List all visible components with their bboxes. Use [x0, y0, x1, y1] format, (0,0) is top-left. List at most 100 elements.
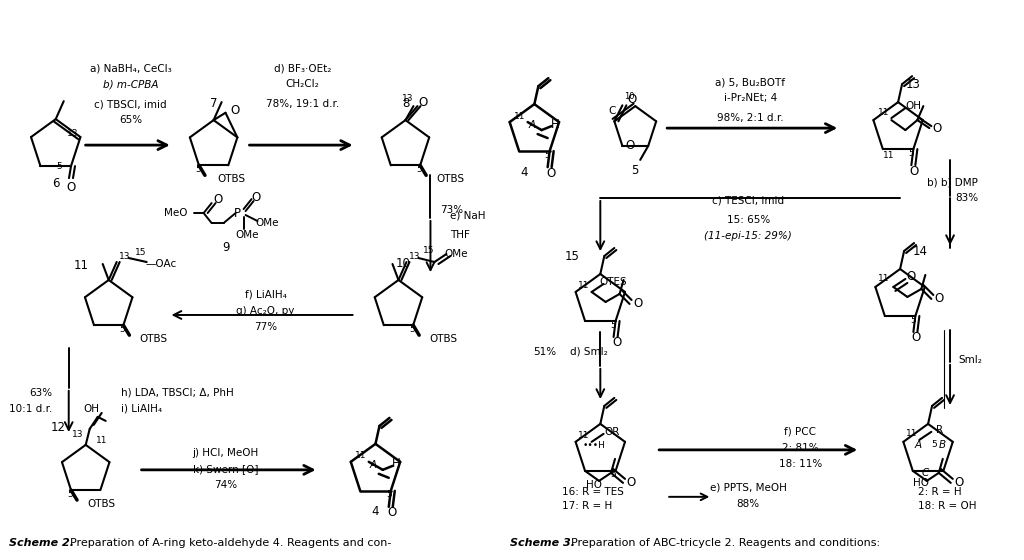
- Text: HO: HO: [913, 478, 930, 488]
- Text: 11: 11: [883, 151, 895, 160]
- Text: —OAc: —OAc: [145, 259, 176, 269]
- Text: f) LiAlH₄: f) LiAlH₄: [245, 290, 287, 300]
- Text: O: O: [251, 190, 260, 204]
- Text: 73%: 73%: [440, 205, 464, 215]
- Text: 5: 5: [610, 320, 616, 329]
- Text: 13: 13: [905, 78, 921, 91]
- Text: 83%: 83%: [955, 193, 978, 203]
- Text: 15: 15: [565, 250, 580, 263]
- Text: (11-epi-15: 29%): (11-epi-15: 29%): [705, 231, 793, 241]
- Text: O: O: [626, 139, 635, 152]
- Text: O: O: [906, 270, 916, 283]
- Text: 11: 11: [73, 259, 88, 272]
- Text: OMe: OMe: [444, 249, 468, 259]
- Text: 13: 13: [409, 251, 420, 260]
- Text: O: O: [213, 193, 222, 206]
- Text: 11: 11: [514, 111, 525, 120]
- Text: O: O: [387, 506, 396, 519]
- Text: 11: 11: [578, 282, 590, 291]
- Text: 11: 11: [355, 451, 367, 460]
- Text: Preparation of A-ring keto-aldehyde 4. Reagents and con-: Preparation of A-ring keto-aldehyde 4. R…: [62, 538, 391, 548]
- Text: 11: 11: [578, 431, 590, 440]
- Text: a) 5, Bu₂BOTf: a) 5, Bu₂BOTf: [715, 77, 785, 87]
- Text: h) LDA, TBSCl; Δ, PhH: h) LDA, TBSCl; Δ, PhH: [121, 388, 233, 398]
- Text: 13: 13: [72, 431, 84, 440]
- Text: O: O: [911, 332, 921, 344]
- Text: 7: 7: [210, 97, 217, 110]
- Text: 74%: 74%: [214, 480, 238, 490]
- Text: i-Pr₂NEt; 4: i-Pr₂NEt; 4: [724, 93, 777, 103]
- Text: f) PCC: f) PCC: [784, 427, 816, 437]
- Text: c) TESCl, imid: c) TESCl, imid: [712, 195, 784, 205]
- Text: R: R: [936, 425, 943, 435]
- Text: SmI₂: SmI₂: [958, 355, 982, 365]
- Text: 5: 5: [386, 491, 391, 500]
- Text: 5: 5: [910, 315, 916, 324]
- Text: 18: R = OH: 18: R = OH: [919, 501, 977, 511]
- Text: O: O: [935, 292, 944, 305]
- Text: OMe: OMe: [236, 230, 259, 240]
- Text: OTES: OTES: [600, 277, 628, 287]
- Text: P: P: [234, 207, 241, 220]
- Text: 18: 11%: 18: 11%: [778, 459, 822, 469]
- Text: O: O: [633, 297, 642, 310]
- Text: 5: 5: [545, 151, 551, 160]
- Text: b) m-CPBA: b) m-CPBA: [103, 79, 159, 89]
- Text: a) NaBH₄, CeCl₃: a) NaBH₄, CeCl₃: [90, 63, 172, 73]
- Text: O: O: [954, 477, 964, 489]
- Text: O: O: [612, 337, 622, 349]
- Text: 5: 5: [417, 165, 422, 174]
- Text: i) LiAlH₄: i) LiAlH₄: [121, 404, 162, 414]
- Text: O: O: [933, 122, 942, 134]
- Text: Scheme 2.: Scheme 2.: [9, 538, 74, 548]
- Text: 63%: 63%: [30, 388, 52, 398]
- Text: 16: R = TES: 16: R = TES: [562, 487, 625, 497]
- Text: j) HCl, MeOH: j) HCl, MeOH: [193, 448, 259, 458]
- Text: 5: 5: [68, 489, 73, 498]
- Text: 2: 81%: 2: 81%: [782, 443, 818, 453]
- Text: 5: 5: [56, 162, 61, 171]
- Text: 13: 13: [67, 129, 78, 138]
- Text: 5: 5: [196, 165, 201, 174]
- Text: 11: 11: [96, 436, 108, 445]
- Text: CH₂Cl₂: CH₂Cl₂: [286, 79, 319, 89]
- Text: OH: OH: [84, 404, 99, 414]
- Text: d) SmI₂: d) SmI₂: [570, 347, 608, 357]
- Text: 10: 10: [624, 92, 635, 101]
- Text: g) Ac₂O, py: g) Ac₂O, py: [237, 306, 295, 316]
- Text: OR: OR: [604, 427, 620, 437]
- Text: 10:1 d.r.: 10:1 d.r.: [9, 404, 52, 414]
- Text: H: H: [551, 118, 560, 130]
- Text: 11: 11: [878, 108, 889, 116]
- Text: OTBS: OTBS: [436, 174, 464, 184]
- Text: O: O: [909, 165, 919, 178]
- Text: O: O: [627, 477, 636, 489]
- Text: 15: 15: [423, 245, 434, 255]
- Text: Preparation of ABC-tricycle 2. Reagents and conditions:: Preparation of ABC-tricycle 2. Reagents …: [564, 538, 881, 548]
- Text: 11: 11: [905, 430, 918, 438]
- Text: b) b) DMP: b) b) DMP: [927, 177, 978, 187]
- Text: 4: 4: [372, 505, 379, 519]
- Text: e) NaH: e) NaH: [451, 210, 486, 220]
- Text: 5: 5: [931, 440, 937, 449]
- Text: 13: 13: [401, 94, 414, 102]
- Text: 51%: 51%: [534, 347, 556, 357]
- Text: O: O: [419, 96, 428, 109]
- Text: O: O: [230, 104, 240, 117]
- Text: k) Swern [O]: k) Swern [O]: [193, 464, 258, 474]
- Text: 78%, 19:1 d.r.: 78%, 19:1 d.r.: [266, 99, 339, 109]
- Text: 15: 65%: 15: 65%: [727, 215, 770, 225]
- Text: A: A: [914, 440, 922, 450]
- Text: OTBS: OTBS: [139, 334, 168, 344]
- Text: 11: 11: [878, 274, 889, 283]
- Text: 98%, 2:1 d.r.: 98%, 2:1 d.r.: [717, 113, 783, 123]
- Text: 5: 5: [632, 164, 639, 176]
- Text: O: O: [628, 93, 637, 106]
- Text: 5: 5: [120, 325, 125, 334]
- Text: 5: 5: [908, 148, 914, 157]
- Text: H: H: [392, 458, 401, 470]
- Text: 6: 6: [52, 176, 59, 190]
- Text: OH: OH: [905, 101, 922, 111]
- Text: C: C: [608, 106, 616, 116]
- Text: THF: THF: [451, 230, 470, 240]
